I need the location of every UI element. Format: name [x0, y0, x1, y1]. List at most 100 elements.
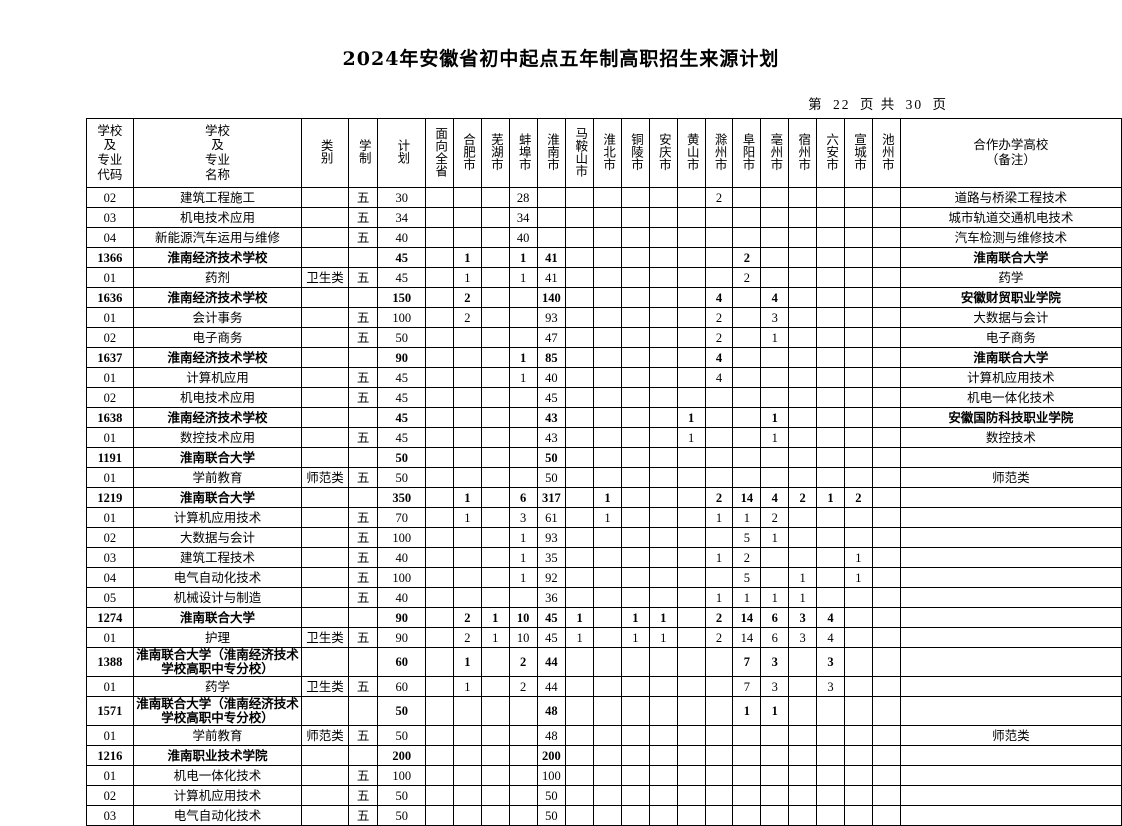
cell-category [301, 347, 349, 368]
cell-city-maanshan: 1 [565, 627, 595, 648]
cell-city-bengbu: 1 [508, 547, 538, 568]
cell-city-huaibei [593, 785, 622, 806]
cell-city-hefei [452, 327, 482, 348]
cell-city-chuzhou: 4 [704, 287, 734, 308]
cell-city-xuancheng: 1 [843, 567, 873, 588]
cell-school-major-name: 电气自动化技术 [132, 567, 303, 588]
cell-city-tongling [620, 207, 650, 228]
cell-city-wuhu [480, 287, 510, 308]
cell-city-huangshan [676, 607, 706, 628]
cell-city-chuzhou [704, 227, 734, 248]
cell-city-suzhou [788, 696, 818, 726]
cell-city-suzhou [788, 247, 818, 268]
cell-city-luan: 1 [816, 487, 845, 508]
cell-city-chuzhou [704, 785, 734, 806]
cell-city-province [425, 587, 454, 608]
cell-city-luan: 4 [816, 627, 845, 648]
cell-city-tongling [620, 725, 650, 746]
cell-city-suzhou: 1 [788, 567, 818, 588]
cell-city-wuhu [480, 427, 510, 448]
cell-city-province [425, 327, 454, 348]
table-header: 学校 及 专业 代码 学校 及 专业 名称 类别 学制 计划 面向全省 合肥市 … [86, 118, 1122, 188]
cell-code: 01 [86, 467, 134, 488]
enrollment-plan-table: 学校 及 专业 代码 学校 及 专业 名称 类别 学制 计划 面向全省 合肥市 … [86, 118, 1122, 826]
cell-city-anqing [648, 267, 678, 288]
cell-city-chizhou [871, 427, 901, 448]
cell-city-bengbu: 2 [508, 676, 538, 697]
cell-city-chizhou [871, 487, 901, 508]
cell-city-wuhu [480, 587, 510, 608]
cell-city-chizhou [871, 507, 901, 528]
cell-city-luan [816, 387, 845, 408]
cell-plan: 45 [377, 387, 427, 408]
cell-city-huainan: 93 [536, 307, 567, 328]
cell-city-wuhu [480, 347, 510, 368]
cell-city-xuancheng [843, 745, 873, 766]
cell-school-major-name: 机电一体化技术 [132, 765, 303, 786]
cell-city-wuhu [480, 367, 510, 388]
cell-city-suzhou [788, 407, 818, 428]
cell-city-huainan: 45 [536, 627, 567, 648]
cell-city-huainan: 61 [536, 507, 567, 528]
cell-city-province [425, 387, 454, 408]
cell-school-major-name: 机械设计与制造 [132, 587, 303, 608]
cell-plan: 350 [377, 487, 427, 508]
cell-city-chuzhou: 4 [704, 347, 734, 368]
cell-city-fuyang [732, 467, 762, 488]
cell-city-wuhu [480, 745, 510, 766]
cell-city-chizhou [871, 447, 901, 468]
table-row: 01 会计事务 五 100 2 93 2 3 大数据与会计 [86, 307, 1122, 328]
cell-city-hefei [452, 187, 482, 208]
cell-city-province [425, 247, 454, 268]
table-row: 1191 淮南联合大学 50 50 [86, 447, 1122, 468]
table-row: 04 新能源汽车运用与维修五 40 40 汽车检测与维修技术 [86, 227, 1122, 248]
cell-city-bozhou: 1 [760, 327, 790, 348]
cell-code: 01 [86, 307, 134, 328]
cell-city-bengbu [508, 725, 538, 746]
header-city-wuhu: 芜湖市 [480, 118, 510, 188]
cell-category [301, 696, 349, 726]
cell-plan: 45 [377, 427, 427, 448]
cell-school-major-name: 学前教育 [132, 467, 303, 488]
table-row: 03 电气自动化技术五 50 50 [86, 805, 1122, 826]
cell-code: 1637 [86, 347, 134, 368]
cell-city-bozhou: 3 [760, 676, 790, 697]
cell-city-bozhou [760, 547, 790, 568]
header-system: 学制 [347, 118, 379, 188]
cell-category [301, 527, 349, 548]
cell-city-anqing [648, 187, 678, 208]
cell-city-chuzhou [704, 247, 734, 268]
cell-city-fuyang [732, 407, 762, 428]
cell-city-maanshan [565, 567, 595, 588]
cell-city-bozhou [760, 387, 790, 408]
cell-city-chizhou [871, 696, 901, 726]
cell-city-huaibei [593, 227, 622, 248]
cell-city-hefei [452, 765, 482, 786]
cell-cooperation: 机电一体化技术 [899, 387, 1122, 408]
cell-city-maanshan [565, 267, 595, 288]
cell-city-xuancheng [843, 696, 873, 726]
header-city-tongling: 铜陵市 [620, 118, 650, 188]
cell-city-fuyang: 1 [732, 587, 762, 608]
cell-city-anqing [648, 407, 678, 428]
cell-plan: 100 [377, 765, 427, 786]
cell-city-bengbu: 1 [508, 527, 538, 548]
cell-city-province [425, 407, 454, 428]
cell-city-chizhou [871, 567, 901, 588]
cell-code: 02 [86, 387, 134, 408]
cell-city-tongling [620, 676, 650, 697]
cell-city-anqing [648, 427, 678, 448]
cell-city-xuancheng [843, 676, 873, 697]
cell-city-maanshan [565, 785, 595, 806]
cell-city-huainan: 35 [536, 547, 567, 568]
cell-city-fuyang: 14 [732, 607, 762, 628]
cell-city-xuancheng [843, 267, 873, 288]
cell-city-chizhou [871, 227, 901, 248]
cell-school-major-name: 药学 [132, 676, 303, 697]
cell-city-maanshan [565, 765, 595, 786]
cell-city-huaibei: 1 [593, 507, 622, 528]
table-row: 01 学前教育 师范类五 50 48 师范类 [86, 725, 1122, 746]
cell-city-hefei: 2 [452, 307, 482, 328]
cell-city-huaibei [593, 467, 622, 488]
cell-school-major-name: 淮南经济技术学校 [132, 287, 303, 308]
